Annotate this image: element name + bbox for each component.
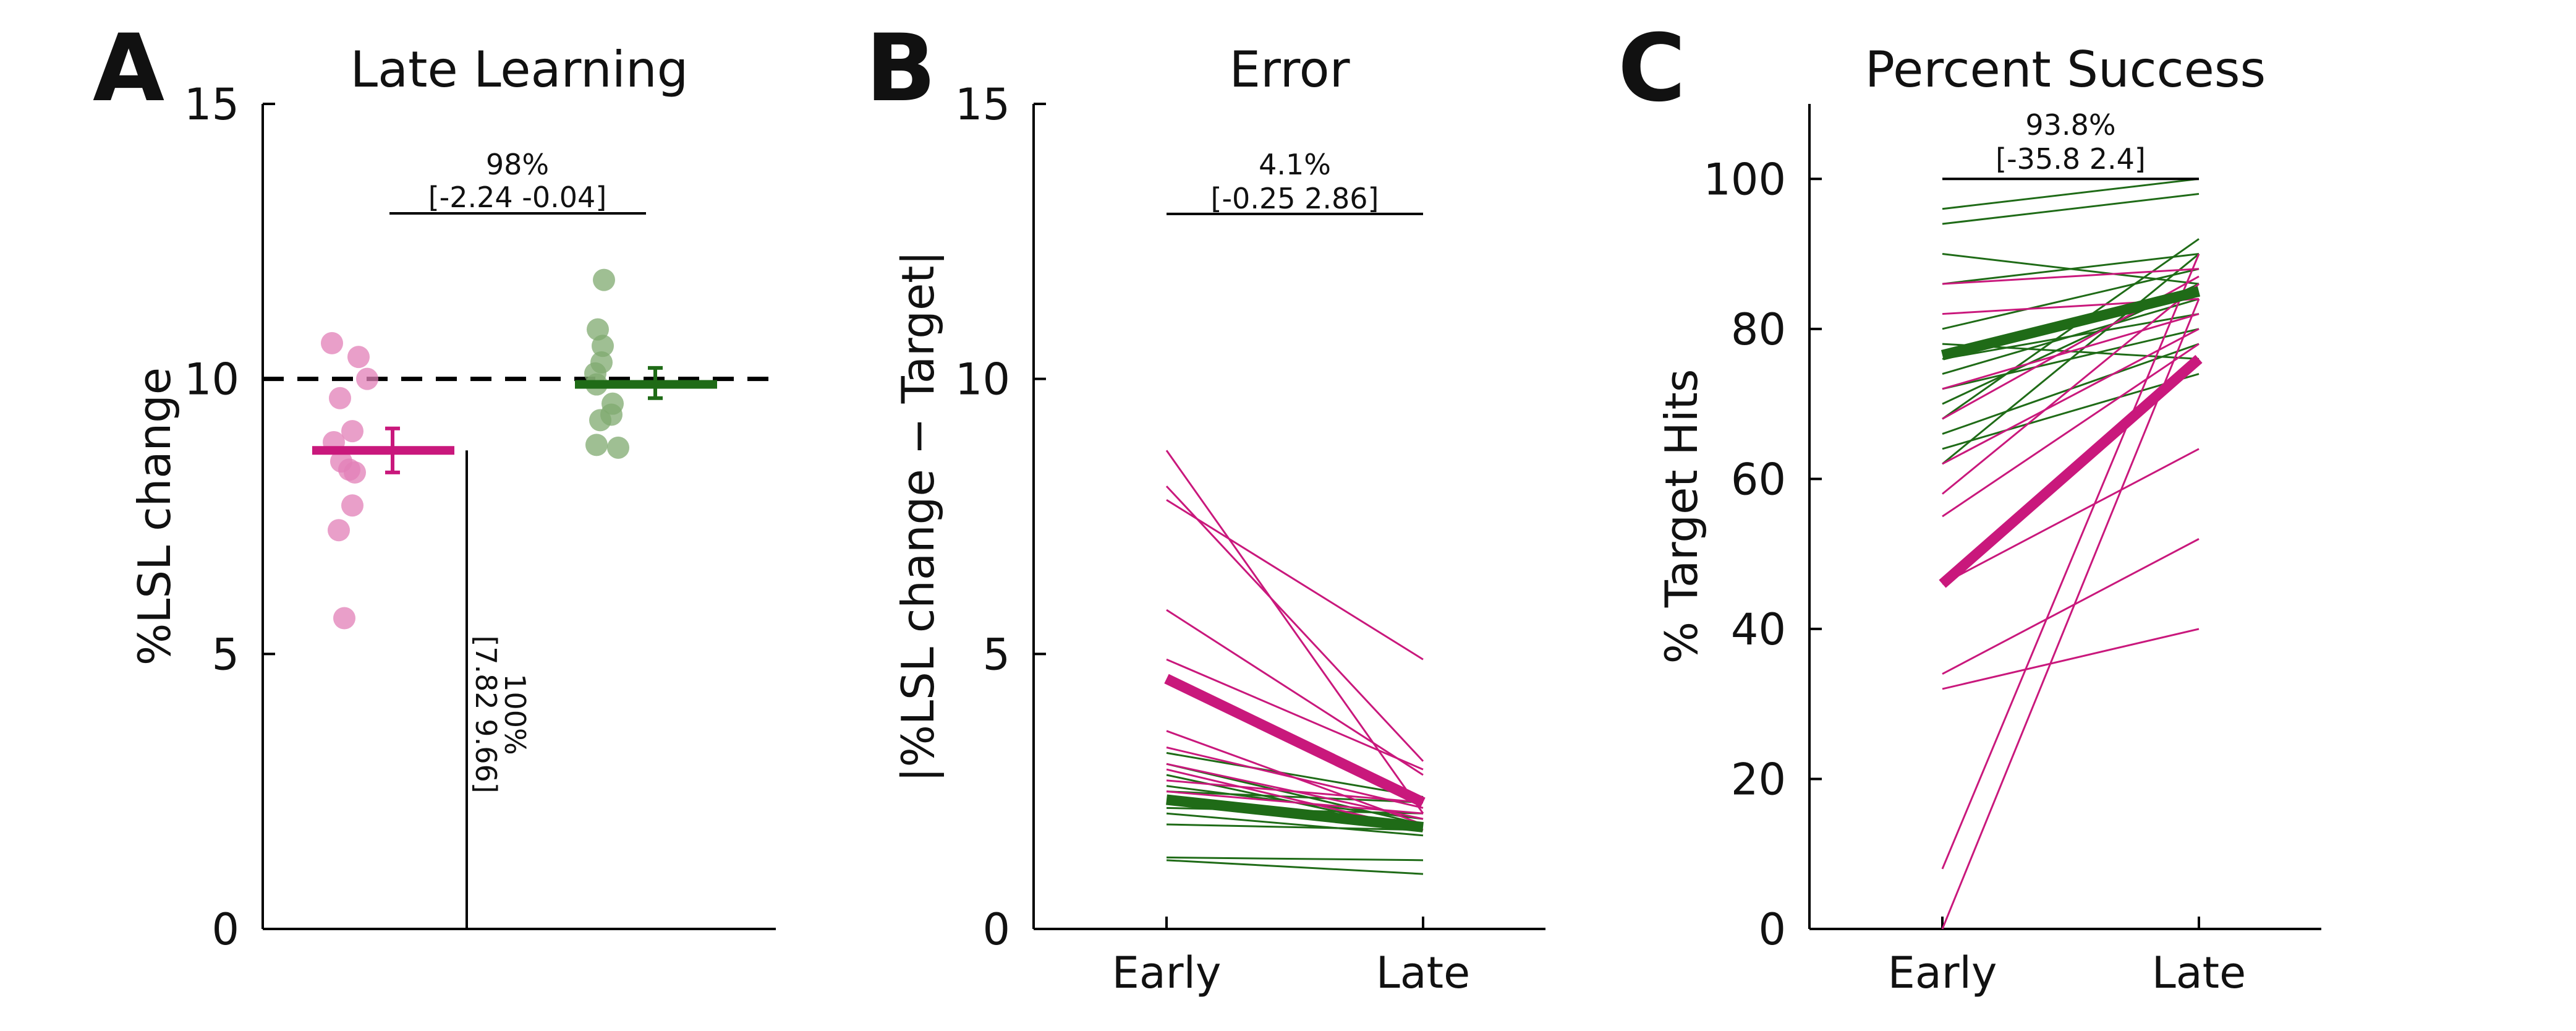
subject-line — [1942, 313, 2200, 390]
data-point — [593, 268, 615, 291]
annotation-percent: 4.1% — [1259, 148, 1331, 181]
y-tick-label: 20 — [1731, 754, 1786, 805]
y-tick-label: 10 — [955, 354, 1010, 405]
subject-line — [1166, 859, 1424, 875]
data-point — [607, 436, 629, 459]
subject-line — [1942, 538, 2200, 675]
data-point — [328, 519, 350, 542]
panel-title: Error — [1230, 41, 1350, 98]
subject-line — [1166, 751, 1424, 798]
panel-letter: C — [1618, 15, 1686, 122]
subject-line — [1166, 856, 1424, 862]
subject-line — [1942, 238, 2200, 420]
y-axis-label: |%LSL change − Target| — [892, 250, 945, 782]
subject-line — [1166, 790, 1424, 803]
subject-line — [1942, 268, 2200, 330]
subject-line — [1941, 253, 2200, 870]
subject-line — [1942, 373, 2200, 450]
y-tick-label: 0 — [211, 904, 239, 955]
subject-line — [1166, 499, 1424, 661]
panel-a: A Late Learning 0 5 10 15 %LSL change 98%[-2.24… — [93, 15, 776, 955]
annotation-ci: [-0.25 2.86] — [1211, 182, 1379, 215]
x-tick-label: Late — [2152, 948, 2246, 998]
data-point — [333, 607, 355, 630]
subject-line — [1942, 283, 2200, 495]
annotation-percent: 100% — [498, 674, 532, 755]
subject-line — [1166, 658, 1424, 771]
y-tick-label: 80 — [1731, 304, 1786, 355]
subject-line — [1166, 812, 1424, 837]
subject-line — [1166, 823, 1424, 831]
subject-line — [1165, 486, 1424, 762]
subject-line — [1942, 253, 2200, 285]
panel-letter: A — [93, 15, 164, 122]
subject-line — [1942, 448, 2200, 585]
annotation-percent: 93.8% — [2025, 108, 2115, 142]
x-tick-label: Late — [1376, 948, 1470, 998]
y-tick-label: 15 — [955, 79, 1010, 130]
group-mean-line — [1939, 354, 2203, 588]
data-point — [321, 332, 343, 354]
subject-line — [1942, 343, 2200, 518]
annotation-ci: [-2.24 -0.04] — [428, 181, 607, 214]
annotation-ci: [-35.8 2.4] — [1996, 142, 2146, 176]
subject-line — [1941, 298, 2200, 930]
data-point — [356, 367, 378, 390]
panel-letter: B — [865, 15, 936, 122]
y-tick-label: 15 — [184, 79, 239, 130]
subject-line — [1942, 193, 2200, 225]
subject-line — [1942, 253, 2200, 465]
panel-b: B Error 0 5 10 15 |%LSL change − Target| Early L… — [865, 15, 1545, 998]
subject-line — [1166, 790, 1424, 815]
subject-line — [1166, 609, 1424, 776]
subject-line — [1942, 297, 2200, 375]
data-point — [329, 387, 351, 409]
panel-title: Late Learning — [351, 41, 689, 98]
subject-line — [1942, 268, 2200, 285]
group-mean-line — [1164, 674, 1426, 808]
data-point — [341, 420, 363, 443]
y-tick-label: 0 — [982, 904, 1010, 955]
y-tick-label: 60 — [1731, 454, 1786, 505]
y-tick-label: 5 — [982, 629, 1010, 680]
data-point — [592, 335, 614, 357]
data-point — [347, 346, 370, 369]
data-point — [585, 434, 608, 456]
annotation-ci: [7.82 9.66] — [469, 635, 503, 793]
panel-c: C Percent Success 0 20 40 60 80 100 % Target Hit… — [1618, 15, 2321, 998]
y-axis-label: % Target Hits — [1656, 369, 1707, 664]
subject-line — [1166, 779, 1424, 803]
group-mean-line — [1166, 794, 1424, 832]
y-tick-label: 0 — [1758, 904, 1786, 955]
y-tick-label: 100 — [1703, 154, 1786, 205]
x-tick-label: Early — [1112, 948, 1222, 998]
y-tick-label: 10 — [184, 354, 239, 405]
subject-line — [1942, 628, 2200, 690]
subject-line — [1942, 178, 2200, 210]
y-tick-label: 40 — [1731, 604, 1786, 655]
y-axis-label: %LSL change — [129, 367, 181, 665]
group-mean-line — [1941, 286, 2201, 361]
subject-line — [1165, 450, 1424, 815]
data-point — [341, 494, 363, 517]
annotation-percent: 98% — [486, 148, 549, 181]
y-tick-label: 5 — [211, 629, 239, 680]
panel-title: Percent Success — [1865, 41, 2266, 98]
subject-line — [1942, 328, 2200, 465]
data-point — [344, 461, 366, 484]
data-point — [589, 409, 611, 432]
x-tick-label: Early — [1888, 948, 1997, 998]
